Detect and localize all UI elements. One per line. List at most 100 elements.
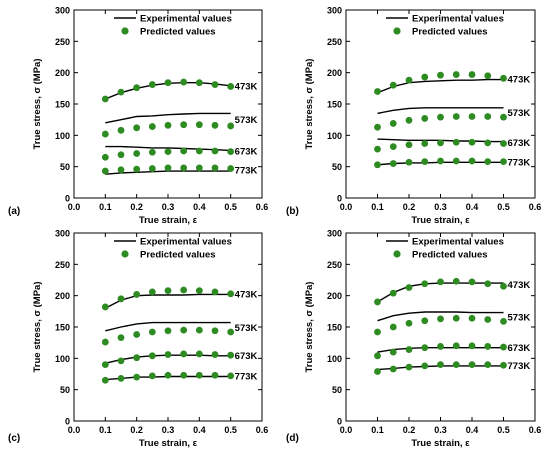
predicted-point-673K	[389, 143, 397, 151]
predicted-point-473K	[468, 278, 476, 286]
legend-label-predicted: Predicted values	[140, 27, 216, 38]
predicted-point-673K	[500, 343, 507, 351]
x-tick-label: 0.4	[193, 202, 206, 212]
predicted-point-773K	[117, 374, 125, 382]
y-tick-label: 50	[60, 162, 70, 172]
legend-marker-swatch	[393, 27, 401, 35]
predicted-point-473K	[389, 81, 397, 89]
y-tick-label: 50	[332, 162, 342, 172]
predicted-point-773K	[117, 166, 125, 174]
legend-label-predicted: Predicted values	[412, 250, 488, 261]
y-tick-label: 300	[55, 6, 70, 16]
predicted-point-473K	[101, 95, 109, 103]
plot-frame	[345, 9, 536, 199]
predicted-point-473K	[468, 71, 476, 78]
legend-label-predicted: Predicted values	[140, 250, 216, 261]
predicted-point-473K	[484, 72, 492, 80]
x-tick-label: 0.5	[497, 425, 510, 435]
x-tick-label: 0.5	[224, 202, 237, 212]
series-label-673K: 673K	[508, 343, 531, 354]
chart-panel: 0.0 0.1 0.2 0.3 0.4 0.5 0.6 0 50 100 150 200 250 300 T…	[286, 6, 541, 227]
y-tick-label: 150	[55, 100, 70, 110]
experimental-line-673K	[105, 145, 231, 152]
predicted-point-773K	[452, 157, 460, 165]
predicted-point-773K	[227, 372, 235, 380]
predicted-point-773K	[405, 363, 413, 371]
predicted-point-773K	[164, 164, 172, 172]
chart-panel: 0.0 0.1 0.2 0.3 0.4 0.5 0.6 0 50 100 150 200 250 300 T…	[8, 6, 268, 227]
predicted-point-573K	[117, 334, 125, 342]
predicted-point-573K	[133, 331, 141, 338]
predicted-point-473K	[227, 290, 235, 298]
x-tick-label: 0.3	[162, 202, 175, 212]
predicted-point-773K	[374, 368, 381, 375]
predicted-point-773K	[195, 371, 203, 379]
y-tick-label: 100	[55, 354, 70, 364]
predicted-point-573K	[180, 121, 188, 129]
predicted-point-773K	[180, 164, 188, 172]
predicted-point-673K	[117, 357, 125, 365]
legend-label-experimental: Experimental values	[140, 14, 232, 25]
predicted-point-573K	[180, 326, 188, 334]
predicted-point-573K	[211, 121, 219, 129]
predicted-point-773K	[374, 161, 381, 169]
predicted-point-473K	[211, 81, 219, 88]
predicted-point-773K	[164, 371, 172, 379]
x-axis-title: True strain, ε	[139, 438, 198, 449]
series-label-773K: 773K	[508, 361, 531, 372]
y-tick-label: 200	[55, 291, 70, 301]
chart-panel: 0.0 0.1 0.2 0.3 0.4 0.5 0.6 0 50 100 150 200 250 300 T…	[286, 229, 541, 449]
predicted-point-773K	[133, 165, 141, 173]
predicted-point-573K	[437, 113, 444, 121]
predicted-point-773K	[437, 157, 444, 165]
x-tick-label: 0.5	[224, 425, 237, 435]
predicted-point-473K	[180, 78, 188, 86]
predicted-point-573K	[484, 316, 492, 323]
predicted-point-473K	[133, 84, 141, 92]
experimental-line-473K	[104, 293, 231, 309]
predicted-point-473K	[117, 295, 125, 303]
predicted-point-473K	[374, 88, 381, 95]
predicted-point-673K	[148, 352, 156, 360]
predicted-point-473K	[421, 280, 429, 288]
predicted-point-573K	[500, 317, 507, 325]
predicted-point-773K	[468, 361, 476, 368]
predicted-point-773K	[500, 158, 507, 166]
y-tick-label: 100	[327, 354, 342, 364]
y-tick-label: 250	[327, 37, 342, 47]
predicted-point-773K	[437, 361, 444, 368]
chart-panel: 0.0 0.1 0.2 0.3 0.4 0.5 0.6 0 50 100 150 200 250 300 T…	[8, 229, 268, 449]
y-tick-label: 250	[327, 260, 342, 270]
experimental-line-573K	[105, 321, 231, 332]
predicted-point-773K	[421, 362, 429, 370]
predicted-point-773K	[389, 160, 397, 167]
predicted-point-473K	[389, 289, 397, 297]
y-axis-title: True stress, σ (MPa)	[304, 59, 315, 150]
x-tick-label: 0.4	[193, 425, 206, 435]
x-tick-label: 0.0	[68, 425, 81, 435]
predicted-point-573K	[484, 113, 492, 120]
x-tick-label: 0.6	[529, 202, 542, 212]
predicted-point-573K	[421, 115, 429, 122]
predicted-point-773K	[405, 158, 413, 166]
predicted-point-673K	[468, 342, 476, 350]
predicted-point-473K	[133, 291, 141, 298]
predicted-point-573K	[133, 124, 141, 132]
x-axis-title: True strain, ε	[411, 215, 470, 226]
predicted-point-673K	[180, 147, 188, 155]
predicted-point-773K	[148, 372, 156, 380]
predicted-point-773K	[227, 165, 235, 172]
predicted-point-573K	[164, 121, 172, 129]
predicted-point-673K	[437, 343, 444, 350]
predicted-point-673K	[227, 148, 235, 156]
x-tick-label: 0.4	[466, 425, 479, 435]
panel-label: (c)	[8, 433, 20, 444]
series-label-673K: 673K	[235, 147, 258, 158]
y-tick-label: 100	[55, 131, 70, 141]
x-tick-label: 0.2	[403, 202, 416, 212]
predicted-point-473K	[227, 83, 235, 90]
x-tick-label: 0.0	[340, 202, 353, 212]
predicted-point-673K	[437, 139, 444, 147]
predicted-point-673K	[133, 150, 141, 157]
